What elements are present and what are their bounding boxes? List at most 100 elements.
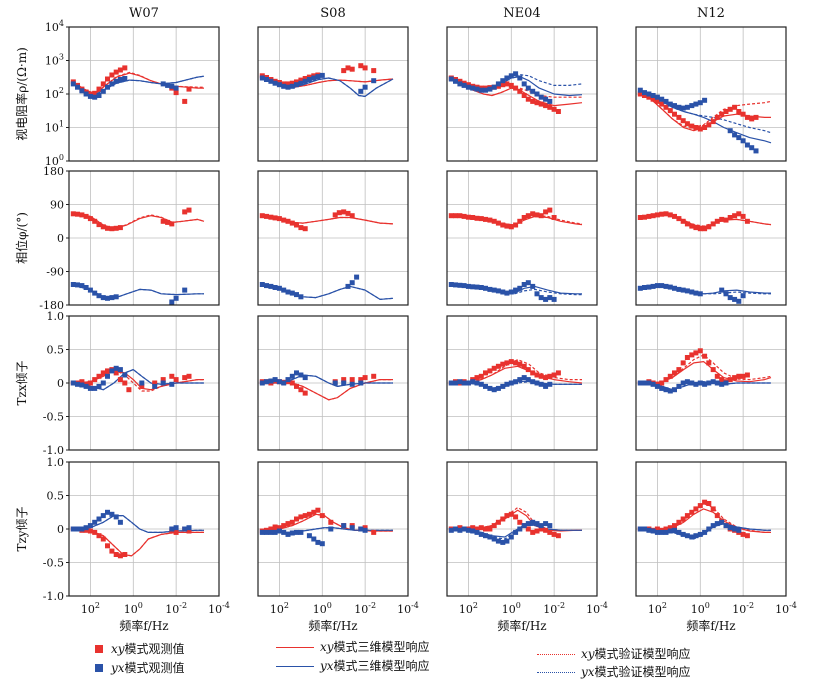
yx-observed-point (697, 291, 703, 297)
yx-observed-point (105, 373, 110, 379)
xy-observed-point (693, 225, 699, 231)
xy-observed-point (92, 90, 98, 96)
xy-observed-point (710, 221, 716, 227)
yx-observed-point (693, 533, 699, 539)
y-tick-label: -1.0 (43, 444, 64, 457)
yx-observed-point (259, 380, 265, 386)
yx-observed-point (702, 97, 708, 103)
yx-observed-point (453, 380, 458, 386)
yx-observed-point (319, 541, 325, 547)
xy-observed-point (500, 222, 506, 228)
xy-observed-point (740, 531, 746, 537)
yx-observed-point (294, 292, 299, 298)
x-tick-label: 10-4 (775, 601, 797, 616)
yx-observed-point (495, 288, 501, 294)
xy-observed-point (336, 210, 342, 216)
xy-observed-point (736, 373, 742, 379)
xy-observed-point (706, 501, 712, 506)
xy-observed-point (83, 213, 89, 219)
yx-observed-point (70, 282, 76, 287)
xy-observed-point (96, 86, 102, 92)
panel-marks (448, 71, 583, 114)
yx-observed-point (281, 380, 287, 386)
yx-observed-point (70, 81, 76, 87)
ylabel-phase: 相位φ/(°) (14, 212, 29, 264)
yx-observed-point (83, 91, 89, 97)
yx-observed-point (259, 529, 265, 535)
yx-observed-point (491, 387, 497, 393)
yx-observed-point (169, 83, 175, 89)
xy-observed-point (555, 370, 561, 376)
xy-observed-point (341, 377, 347, 383)
xy-model3d-line (450, 77, 583, 107)
panel-marks (70, 365, 204, 393)
xy-observed-point (732, 375, 738, 381)
xy-observed-point (285, 81, 291, 87)
ylabel-text-tzy: Tzy倾子 (15, 506, 29, 551)
xy-observed-point (702, 125, 708, 130)
yx-observed-point (264, 283, 269, 289)
yx-observed-point (268, 283, 274, 289)
xy-observed-point (487, 368, 493, 374)
yx-observed-point (727, 128, 733, 134)
xy-observed-point (294, 383, 299, 389)
yx-observed-point (534, 291, 540, 297)
xy-observed-point (358, 377, 364, 383)
yx-observed-point (525, 85, 531, 91)
yx-observed-point (487, 534, 493, 540)
xy-observed-point (693, 350, 699, 356)
xy-observed-point (504, 81, 510, 87)
xy-observed-point (173, 529, 179, 535)
y-tick-label: -1.0 (43, 590, 64, 603)
panel-frame (446, 315, 598, 451)
xy-observed-point (345, 65, 351, 71)
xy-observed-point (483, 216, 488, 222)
yx-observed-point (341, 380, 347, 386)
xy-observed-point (676, 519, 682, 525)
ylabel-text-rho: 视电阻率ρ/(Ω·m) (14, 47, 29, 141)
yx-observed-point (663, 529, 669, 535)
xy-observed-point (92, 377, 98, 383)
yx-observed-point (96, 93, 102, 98)
yx-observed-point (453, 282, 458, 288)
xy-observed-point (341, 68, 347, 74)
xy-observed-point (100, 370, 106, 376)
yx-observed-point (92, 94, 98, 100)
yx-observed-point (659, 529, 665, 535)
panel-marks (448, 359, 583, 393)
xy-observed-point (676, 367, 682, 373)
xy-observed-point (646, 94, 652, 100)
station-title-s08: S08 (320, 6, 345, 21)
xlabel-ne04: 频率f/Hz (497, 618, 546, 633)
yx-observed-point (538, 295, 544, 301)
yx-observed-point (663, 283, 669, 289)
yx-observed-point (302, 375, 308, 381)
yx-observed-point (173, 295, 179, 301)
xy-observed-point (547, 207, 553, 213)
yx-observed-point (298, 294, 304, 300)
yx-observed-point (285, 289, 291, 295)
xy-observed-point (319, 513, 325, 519)
panel-w07-tzy: 1.0 0.5 0 -0.5 -1.0 102 100 10-2 10-4 (43, 456, 230, 616)
yx-observed-point (371, 78, 377, 84)
x-tick-label: 10-2 (732, 601, 754, 616)
yx-observed-point (684, 379, 690, 385)
yx-observed-point (285, 84, 291, 90)
yx-observed-point (285, 377, 291, 383)
panel-marks (259, 209, 394, 300)
yx-observed-point (487, 86, 493, 92)
xy-observed-point (474, 375, 480, 381)
xy-observed-point (70, 211, 76, 217)
xy-observed-point (719, 377, 725, 383)
yx-observed-point (530, 519, 536, 525)
xy-observed-point (517, 361, 523, 367)
yx-observed-point (680, 380, 686, 386)
yx-observed-point (646, 380, 652, 386)
yx-observed-point (465, 84, 471, 90)
xy-observed-point (92, 218, 98, 224)
panel-marks (70, 65, 205, 104)
yx-observed-point (676, 529, 682, 535)
yx-observed-point (654, 283, 660, 289)
yx-observed-point (642, 526, 647, 532)
yx-observed-point (504, 75, 510, 81)
